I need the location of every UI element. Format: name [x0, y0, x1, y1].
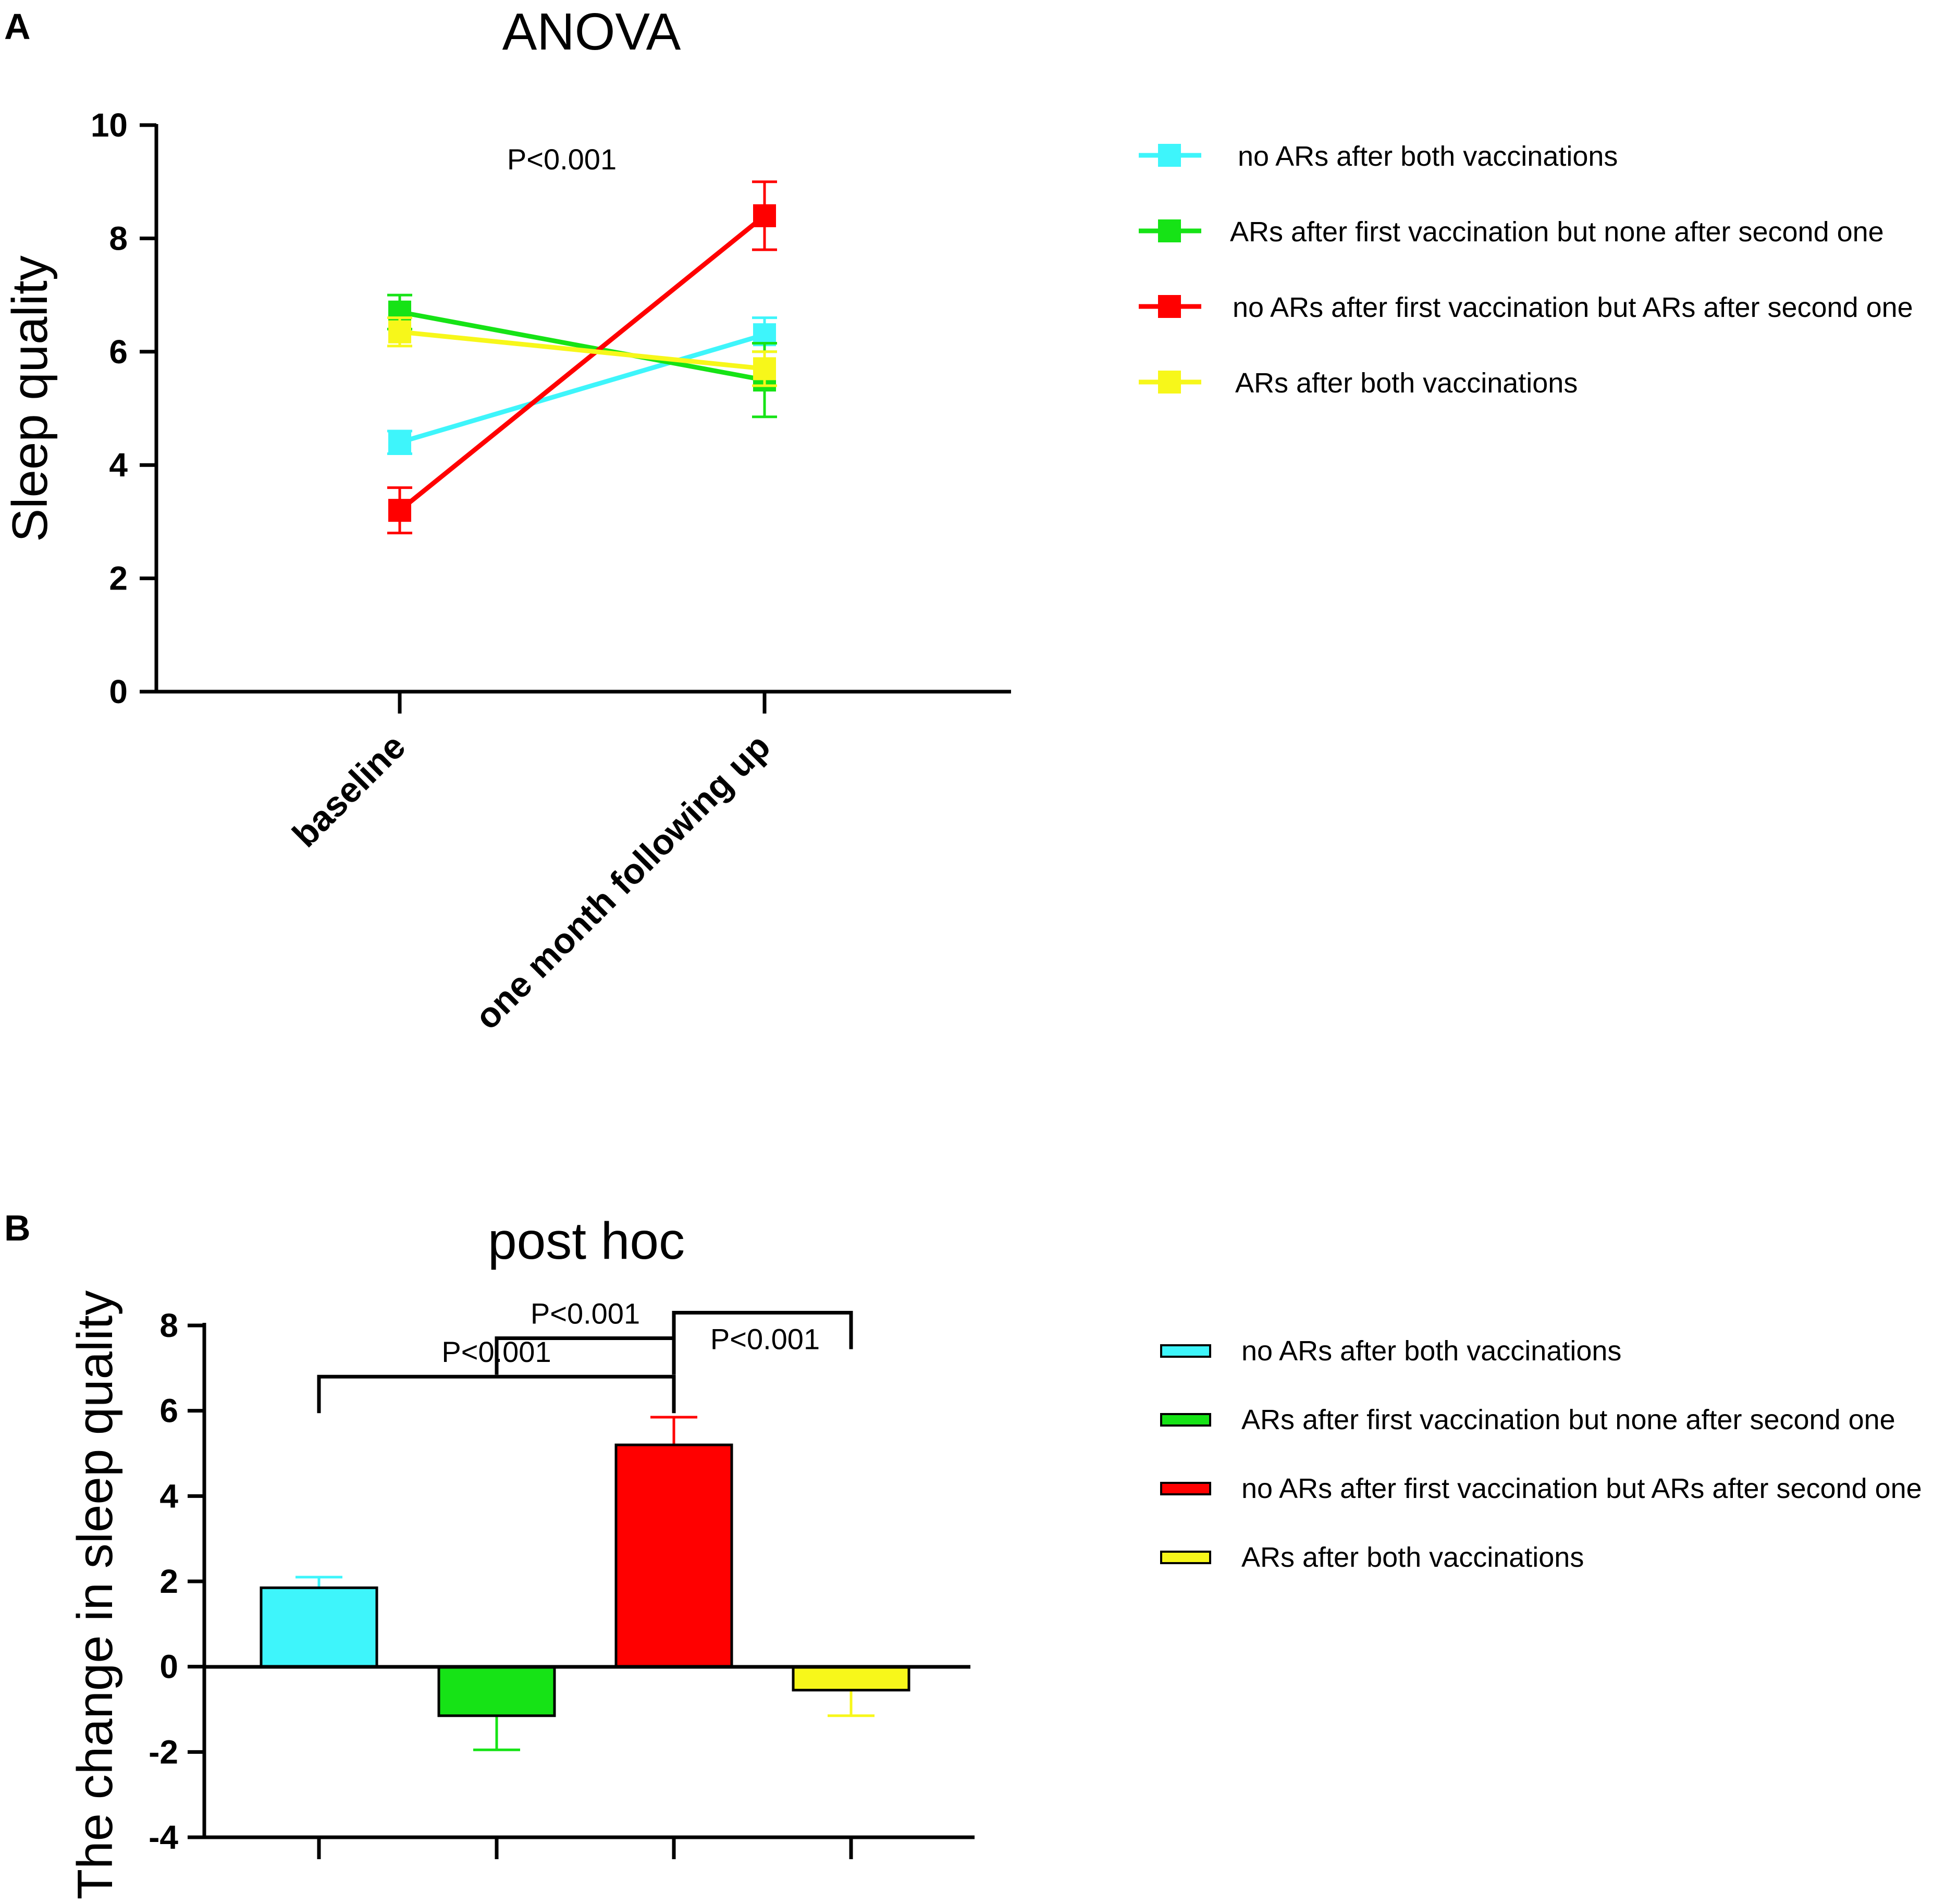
legend-label: no ARs after both vaccinations	[1241, 1335, 1621, 1367]
comparison-bracket: P<0.001	[672, 1310, 853, 1355]
y-tick-label: 0	[109, 673, 128, 710]
panel-b-x-ticks	[317, 1837, 853, 1859]
panel-a-p-value: P<0.001	[507, 143, 617, 176]
legend-marker	[1158, 295, 1181, 318]
series-ars-after-both-vaccinations	[387, 316, 777, 387]
bar	[614, 1443, 733, 1668]
y-tick-label: 2	[159, 1563, 178, 1600]
bar-group	[614, 1416, 733, 1668]
y-tick-label: 10	[91, 106, 128, 144]
y-tick-label: 8	[109, 219, 128, 257]
data-point	[388, 320, 411, 343]
data-point	[388, 499, 411, 522]
series-line	[399, 332, 766, 445]
comparison-bracket: P<0.001	[495, 1297, 676, 1375]
legend-label: ARs after first vaccination but none aft…	[1241, 1404, 1895, 1435]
panel-a-y-ticks: 0 2 4 6 8 10	[91, 106, 156, 710]
bracket-line	[495, 1336, 676, 1375]
legend-label: ARs after both vaccinations	[1235, 367, 1578, 399]
y-tick-label: 4	[109, 446, 128, 484]
panel-b-title: post hoc	[488, 1212, 685, 1270]
bar	[260, 1586, 378, 1668]
bracket-p-value: P<0.001	[531, 1297, 640, 1330]
legend-label: ARs after both vaccinations	[1241, 1542, 1584, 1573]
y-tick-label: 2	[109, 560, 128, 597]
panel-b-label: B	[4, 1208, 31, 1248]
bracket-line	[672, 1310, 853, 1349]
data-point	[753, 357, 776, 380]
y-tick-label: 6	[109, 333, 128, 371]
legend-swatch	[1160, 1344, 1211, 1358]
bar	[437, 1665, 556, 1717]
legend-marker	[1158, 371, 1181, 394]
panel-a-x-ticks: baseline one month following up	[285, 692, 778, 1037]
panel-a: A ANOVA Sleep quality 0 2 4 6 8 10 baseline on…	[2, 3, 1913, 1037]
bar-group	[437, 1665, 556, 1751]
data-point	[753, 204, 776, 227]
series-no-ars-after-first-vaccination-but-ars-after-second-one	[387, 180, 777, 535]
bracket-line	[317, 1374, 676, 1414]
bracket-p-value: P<0.001	[710, 1322, 820, 1355]
y-tick-label: -4	[149, 1819, 178, 1856]
y-tick-label: 0	[159, 1648, 178, 1686]
panel-a-y-axis-label: Sleep quality	[2, 255, 58, 542]
y-tick-label: 6	[159, 1392, 178, 1430]
y-tick-label: 8	[159, 1307, 178, 1344]
panel-b-legend: no ARs after both vaccinations ARs after …	[1160, 1335, 1922, 1573]
legend-swatch	[1160, 1413, 1211, 1427]
legend-swatch	[1160, 1482, 1211, 1495]
x-category-label: one month following up	[467, 727, 778, 1037]
legend-label: no ARs after first vaccination but ARs a…	[1233, 292, 1913, 323]
panel-b-y-axis-label: The change in sleep quality	[67, 1291, 123, 1900]
x-category-label: baseline	[285, 727, 413, 855]
panel-b: B post hoc The change in sleep quality -…	[4, 1208, 1922, 1899]
panel-a-label: A	[4, 6, 31, 47]
y-tick-label: -2	[149, 1733, 178, 1771]
panel-b-bars	[260, 1416, 910, 1751]
legend-marker	[1158, 144, 1181, 167]
legend-label: ARs after first vaccination but none aft…	[1230, 216, 1884, 248]
panel-a-title: ANOVA	[502, 3, 681, 61]
series-line	[399, 329, 765, 371]
bar-group	[260, 1576, 378, 1668]
series-line	[398, 214, 766, 512]
legend-label: no ARs after first vaccination but ARs a…	[1241, 1473, 1922, 1504]
bar	[792, 1665, 910, 1692]
y-tick-label: 4	[159, 1477, 178, 1515]
panel-a-legend: no ARs after both vaccinations ARs after …	[1139, 141, 1913, 399]
panel-b-y-ticks: -4 -2 0 2 4 6 8	[149, 1307, 204, 1856]
legend-marker	[1158, 219, 1181, 242]
bar-group	[792, 1665, 910, 1717]
panel-a-series	[387, 180, 777, 535]
data-point	[388, 431, 411, 454]
legend-label: no ARs after both vaccinations	[1238, 141, 1618, 172]
series-ars-after-first-vaccination-but-none-after-second-one	[387, 293, 777, 419]
legend-swatch	[1160, 1551, 1211, 1564]
series-line	[399, 310, 765, 383]
